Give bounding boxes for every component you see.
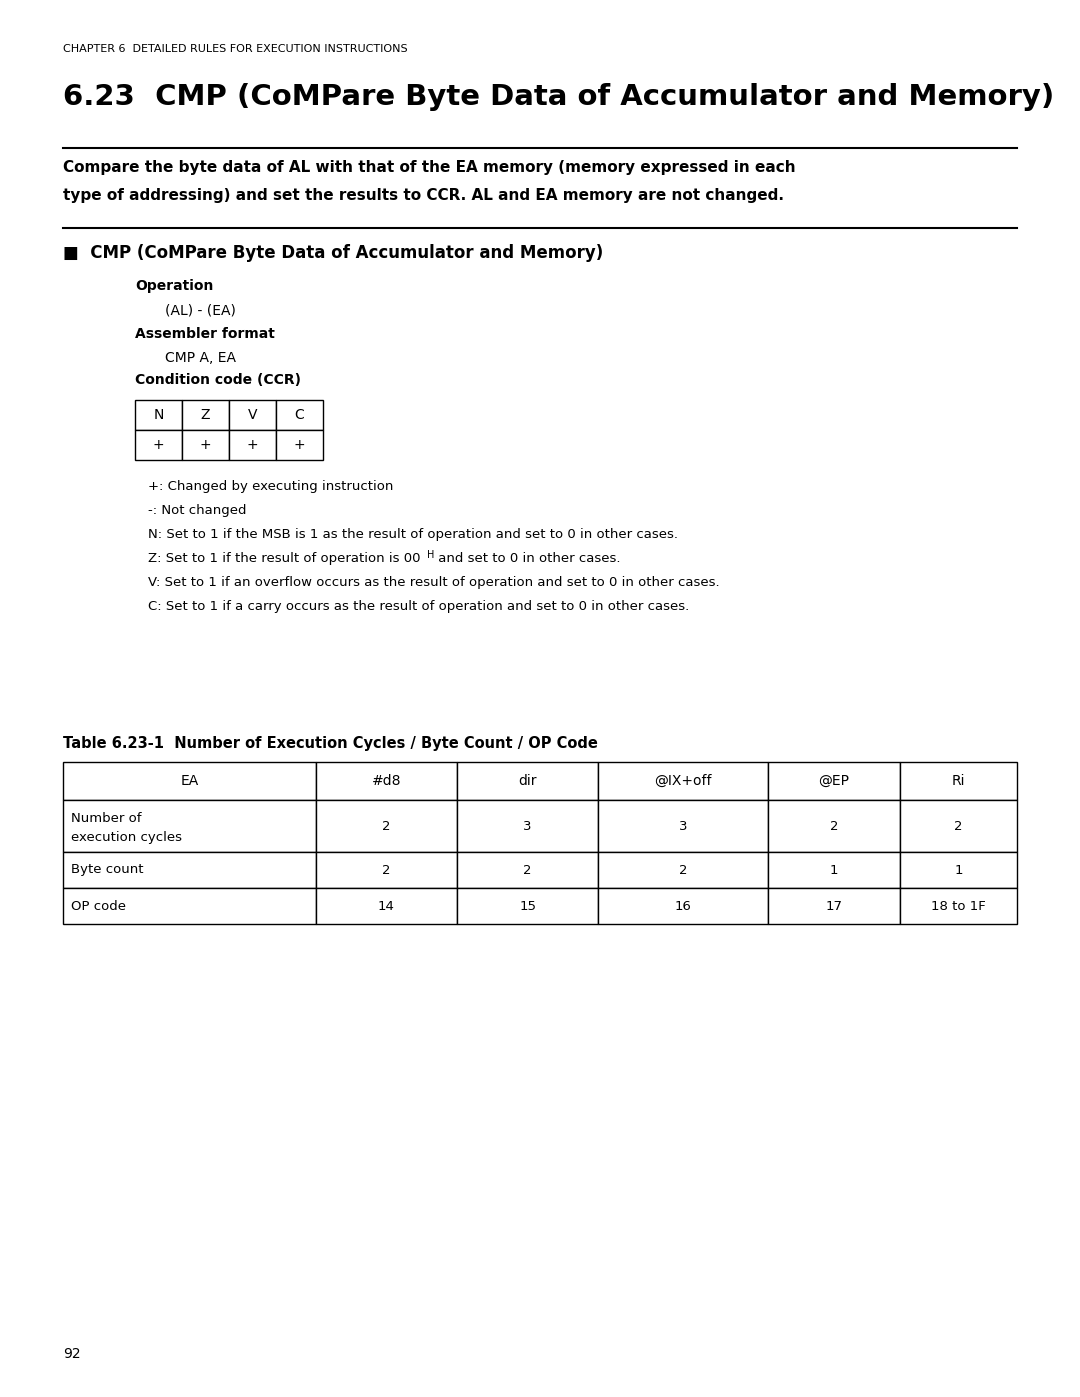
Bar [768,800,900,852]
Bar [135,400,183,430]
Text: +: + [294,439,306,453]
Text: and set to 0 in other cases.: and set to 0 in other cases. [434,552,621,564]
Text: @EP: @EP [819,774,849,788]
Bar [229,430,276,460]
Text: Number of: Number of [71,812,141,824]
Bar [276,400,323,430]
Text: dir: dir [518,774,537,788]
Text: 15: 15 [519,900,536,912]
Text: 2: 2 [829,820,838,833]
Bar [768,888,900,923]
Bar [229,400,276,430]
Bar [900,852,1017,888]
Bar [183,400,229,430]
Bar [457,852,598,888]
Text: 6.23  CMP (CoMPare Byte Data of Accumulator and Memory): 6.23 CMP (CoMPare Byte Data of Accumulat… [63,82,1054,110]
Text: C: Set to 1 if a carry occurs as the result of operation and set to 0 in other c: C: Set to 1 if a carry occurs as the res… [148,599,689,613]
Text: 92: 92 [63,1347,81,1361]
Text: ■  CMP (CoMPare Byte Data of Accumulator and Memory): ■ CMP (CoMPare Byte Data of Accumulator … [63,244,604,263]
Text: EA: EA [180,774,199,788]
Text: 18 to 1F: 18 to 1F [931,900,986,912]
Text: 14: 14 [378,900,395,912]
Bar [315,852,457,888]
Text: V: V [247,408,257,422]
Text: +: + [200,439,212,453]
Text: CHAPTER 6  DETAILED RULES FOR EXECUTION INSTRUCTIONS: CHAPTER 6 DETAILED RULES FOR EXECUTION I… [63,43,407,54]
Text: +: Changed by executing instruction: +: Changed by executing instruction [148,481,393,493]
Text: 16: 16 [675,900,691,912]
Text: 2: 2 [954,820,962,833]
Text: 1: 1 [954,863,962,876]
Text: Z: Set to 1 if the result of operation is 00: Z: Set to 1 if the result of operation i… [148,552,420,564]
Bar [315,761,457,800]
Text: C: C [295,408,305,422]
Text: 2: 2 [524,863,531,876]
Text: CMP A, EA: CMP A, EA [165,351,237,365]
Text: 3: 3 [679,820,687,833]
Text: 2: 2 [679,863,687,876]
Bar [63,852,315,888]
Bar [900,888,1017,923]
Bar [900,761,1017,800]
Bar [315,800,457,852]
Text: 17: 17 [825,900,842,912]
Text: Operation: Operation [135,279,214,293]
Text: #d8: #d8 [372,774,401,788]
Bar [768,761,900,800]
Bar [63,761,315,800]
Text: 1: 1 [829,863,838,876]
Text: 2: 2 [382,820,391,833]
Bar [183,430,229,460]
Bar [900,800,1017,852]
Text: Byte count: Byte count [71,863,144,876]
Text: V: Set to 1 if an overflow occurs as the result of operation and set to 0 in oth: V: Set to 1 if an overflow occurs as the… [148,576,719,590]
Text: Compare the byte data of AL with that of the EA memory (memory expressed in each: Compare the byte data of AL with that of… [63,161,796,175]
Bar [598,852,768,888]
Text: +: + [246,439,258,453]
Bar [457,800,598,852]
Bar [768,852,900,888]
Bar [598,800,768,852]
Bar [63,888,315,923]
Text: Z: Z [201,408,211,422]
Text: N: N [153,408,164,422]
Text: H: H [428,550,435,560]
Text: OP code: OP code [71,900,126,912]
Text: 3: 3 [524,820,531,833]
Bar [135,430,183,460]
Text: Ri: Ri [951,774,966,788]
Bar [457,761,598,800]
Text: -: Not changed: -: Not changed [148,504,246,517]
Text: @IX+off: @IX+off [654,774,712,788]
Text: (AL) - (EA): (AL) - (EA) [165,305,235,319]
Bar [598,761,768,800]
Text: type of addressing) and set the results to CCR. AL and EA memory are not changed: type of addressing) and set the results … [63,189,784,203]
Text: Assembler format: Assembler format [135,327,275,341]
Bar [276,430,323,460]
Text: N: Set to 1 if the MSB is 1 as the result of operation and set to 0 in other cas: N: Set to 1 if the MSB is 1 as the resul… [148,528,678,541]
Text: +: + [152,439,164,453]
Bar [457,888,598,923]
Text: Condition code (CCR): Condition code (CCR) [135,373,301,387]
Text: Table 6.23-1  Number of Execution Cycles / Byte Count / OP Code: Table 6.23-1 Number of Execution Cycles … [63,736,598,752]
Bar [63,800,315,852]
Bar [598,888,768,923]
Text: 2: 2 [382,863,391,876]
Bar [315,888,457,923]
Text: execution cycles: execution cycles [71,831,183,844]
